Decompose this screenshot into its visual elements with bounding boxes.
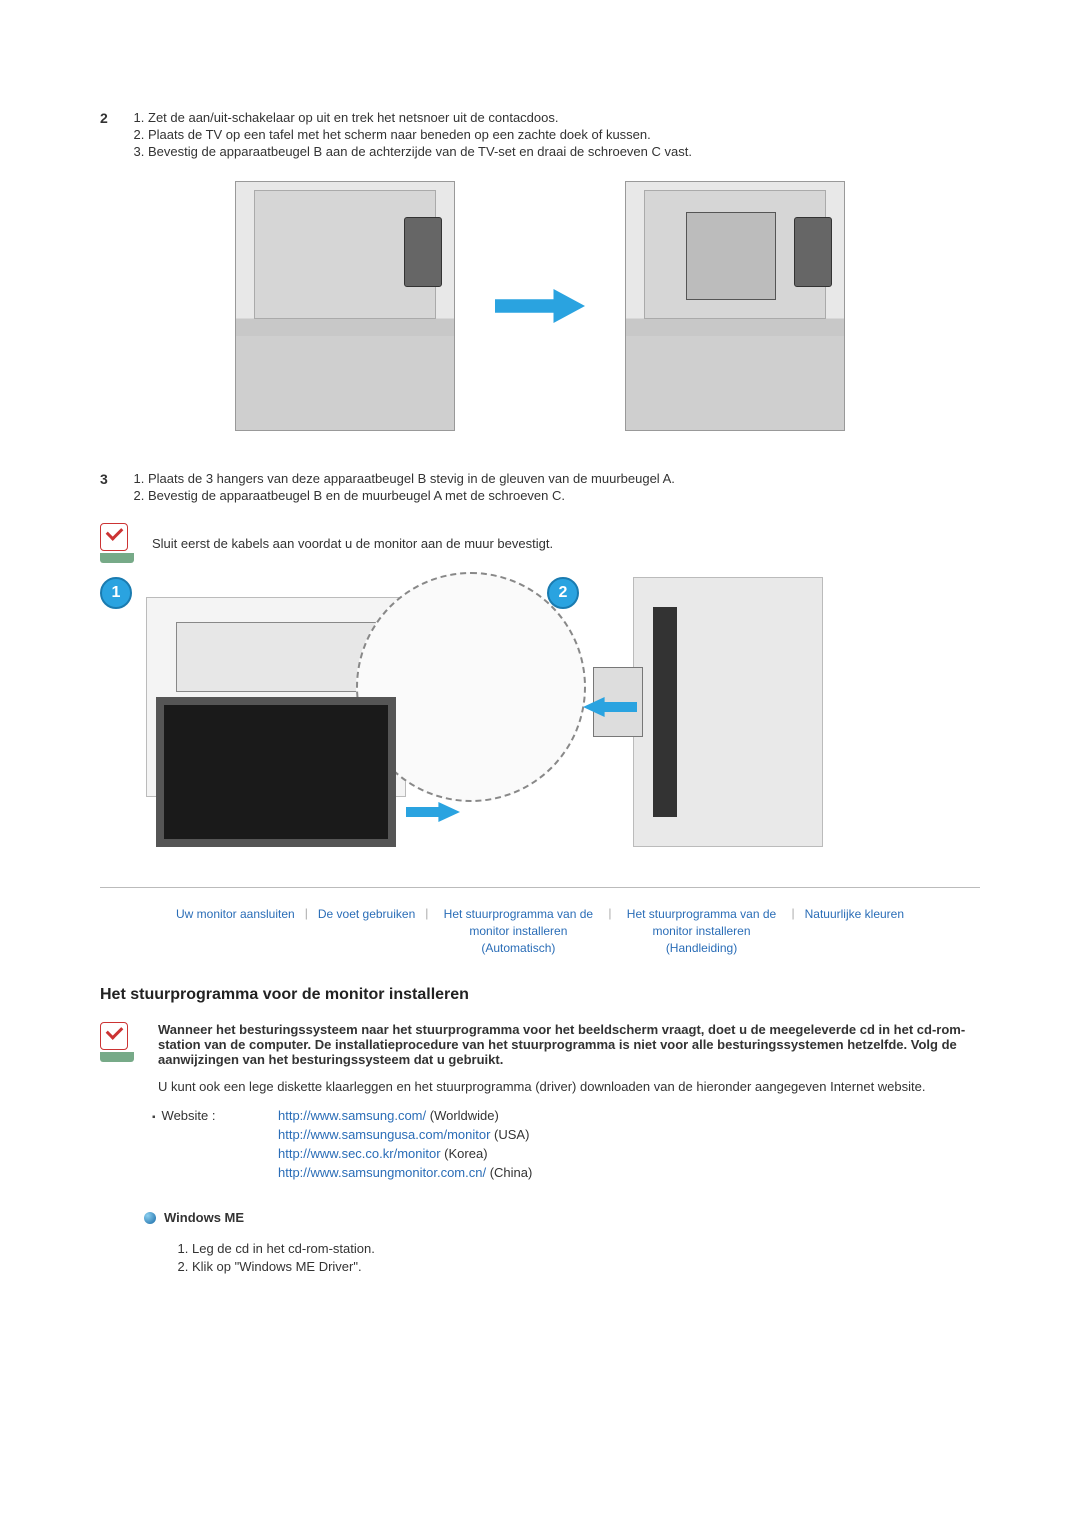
os-step: Leg de cd in het cd-rom-station. xyxy=(192,1241,980,1256)
website-links: http://www.samsung.com/ (Worldwide) http… xyxy=(278,1108,532,1184)
note-text: Sluit eerst de kabels aan voordat u de m… xyxy=(152,536,553,551)
website-link[interactable]: http://www.samsungusa.com/monitor xyxy=(278,1127,490,1142)
step-2-number: 2 xyxy=(100,110,128,161)
website-link[interactable]: http://www.samsungmonitor.com.cn/ xyxy=(278,1165,486,1180)
website-label: Website : xyxy=(152,1108,252,1184)
section-title: Het stuurprogramma voor de monitor insta… xyxy=(100,986,980,1004)
badge-1: 1 xyxy=(100,577,132,609)
step-3: 3 Plaats de 3 hangers van deze apparaatb… xyxy=(100,471,980,505)
nav-link-driver-manual[interactable]: Het stuurprogramma van de monitor instal… xyxy=(622,906,782,956)
note-row: Sluit eerst de kabels aan voordat u de m… xyxy=(100,517,980,569)
website-region: (China) xyxy=(486,1165,532,1180)
check-icon xyxy=(100,1022,128,1050)
nav-sep: | xyxy=(305,906,308,956)
website-label-text: Website : xyxy=(162,1108,216,1123)
nav-sep: | xyxy=(608,906,611,956)
step-2-item: Bevestig de apparaatbeugel B aan de acht… xyxy=(148,144,692,159)
step-2-item: Zet de aan/uit-schakelaar op uit en trek… xyxy=(148,110,692,125)
website-list: Website : http://www.samsung.com/ (World… xyxy=(152,1108,980,1184)
nav-link-connect[interactable]: Uw monitor aansluiten xyxy=(176,906,295,956)
step-2-body: Zet de aan/uit-schakelaar op uit en trek… xyxy=(128,110,692,161)
step-2-item: Plaats de TV op een tafel met het scherm… xyxy=(148,127,692,142)
info-block: Wanneer het besturingssysteem naar het s… xyxy=(100,1022,980,1094)
info-bold: Wanneer het besturingssysteem naar het s… xyxy=(158,1022,980,1067)
tv-back-illustration-1 xyxy=(235,181,455,431)
bullet-sphere-icon xyxy=(144,1212,156,1224)
website-link[interactable]: http://www.samsung.com/ xyxy=(278,1108,426,1123)
arrow-right-icon xyxy=(495,289,585,323)
step-3-item: Plaats de 3 hangers van deze apparaatbeu… xyxy=(148,471,675,486)
website-row: http://www.samsung.com/ (Worldwide) xyxy=(278,1108,532,1123)
mount-diagram: 1 2 xyxy=(100,577,980,857)
os-heading-row: Windows ME xyxy=(144,1210,980,1225)
os-steps: Leg de cd in het cd-rom-station. Klik op… xyxy=(172,1241,980,1274)
section-divider xyxy=(100,887,980,888)
check-icon xyxy=(100,523,128,551)
info-icon-col xyxy=(100,1022,140,1094)
bullet-icon xyxy=(152,1108,162,1123)
nav-sep: | xyxy=(425,906,428,956)
website-link[interactable]: http://www.sec.co.kr/monitor xyxy=(278,1146,441,1161)
website-row: http://www.samsungusa.com/monitor (USA) xyxy=(278,1127,532,1142)
sub-nav: Uw monitor aansluiten | De voet gebruike… xyxy=(100,906,980,956)
website-row: http://www.samsungmonitor.com.cn/ (China… xyxy=(278,1165,532,1180)
nav-link-driver-auto[interactable]: Het stuurprogramma van de monitor instal… xyxy=(438,906,598,956)
website-region: (Worldwide) xyxy=(426,1108,499,1123)
arrow-right-icon xyxy=(406,802,460,822)
step-3-item: Bevestig de apparaatbeugel B en de muurb… xyxy=(148,488,675,503)
website-region: (Korea) xyxy=(441,1146,488,1161)
info-plain: U kunt ook een lege diskette klaarleggen… xyxy=(158,1079,980,1094)
mount-right-panel xyxy=(593,577,980,857)
step-2-figure xyxy=(100,181,980,431)
os-step: Klik op "Windows ME Driver". xyxy=(192,1259,980,1274)
os-heading: Windows ME xyxy=(164,1210,244,1225)
step-2: 2 Zet de aan/uit-schakelaar op uit en tr… xyxy=(100,110,980,161)
nav-link-natural-color[interactable]: Natuurlijke kleuren xyxy=(805,906,904,956)
nav-link-stand[interactable]: De voet gebruiken xyxy=(318,906,415,956)
step-3-number: 3 xyxy=(100,471,128,505)
icon-stand xyxy=(100,553,134,563)
website-region: (USA) xyxy=(490,1127,529,1142)
tv-back-illustration-2 xyxy=(625,181,845,431)
step-3-body: Plaats de 3 hangers van deze apparaatbeu… xyxy=(128,471,675,505)
mount-left-panel xyxy=(146,577,533,857)
check-icon-wrapper xyxy=(100,523,134,563)
website-row: http://www.sec.co.kr/monitor (Korea) xyxy=(278,1146,532,1161)
info-text: Wanneer het besturingssysteem naar het s… xyxy=(158,1022,980,1094)
nav-sep: | xyxy=(792,906,795,956)
icon-stand xyxy=(100,1052,134,1062)
